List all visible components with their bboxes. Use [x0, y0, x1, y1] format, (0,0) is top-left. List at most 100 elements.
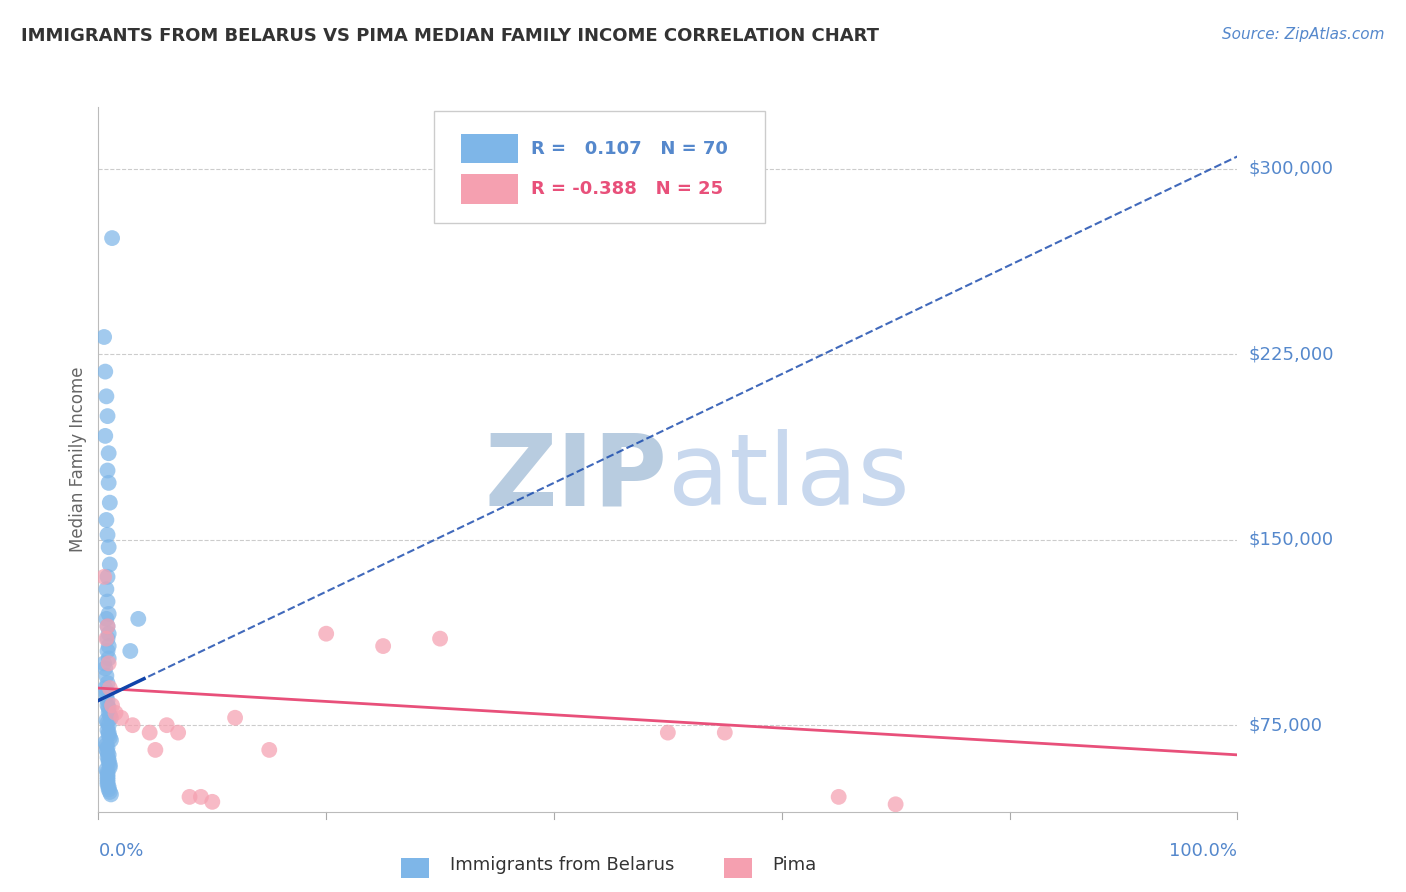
Point [96, 715, 118, 730]
Point [100, 711, 122, 725]
Point [94, 429, 117, 443]
Point [96, 570, 118, 584]
Point [97, 651, 120, 665]
Text: 0.0%: 0.0% [98, 842, 143, 860]
Point [98, 681, 121, 695]
Point [121, 718, 143, 732]
Point [96, 770, 118, 784]
Text: R =   0.107   N = 70: R = 0.107 N = 70 [531, 140, 728, 158]
Text: 100.0%: 100.0% [1170, 842, 1237, 860]
Point [96, 463, 118, 477]
Point [98, 708, 121, 723]
Point [97, 718, 120, 732]
Point [98, 785, 121, 799]
Point [96, 767, 118, 781]
Point [96, 409, 118, 423]
Point [96, 582, 118, 597]
Point [97, 780, 120, 794]
Point [97, 753, 120, 767]
Point [97, 706, 120, 720]
Point [167, 725, 190, 739]
Text: R = -0.388   N = 25: R = -0.388 N = 25 [531, 180, 723, 198]
Point [97, 756, 120, 770]
Point [96, 619, 118, 633]
Text: IMMIGRANTS FROM BELARUS VS PIMA MEDIAN FAMILY INCOME CORRELATION CHART: IMMIGRANTS FROM BELARUS VS PIMA MEDIAN F… [21, 27, 879, 45]
Point [97, 657, 120, 671]
Text: Source: ZipAtlas.com: Source: ZipAtlas.com [1222, 27, 1385, 42]
Point [96, 740, 118, 755]
Point [190, 789, 212, 804]
Point [96, 745, 118, 759]
Point [97, 446, 120, 460]
Text: $300,000: $300,000 [1249, 160, 1333, 178]
Point [100, 733, 122, 747]
Point [96, 528, 118, 542]
Point [93, 657, 115, 671]
Text: $150,000: $150,000 [1249, 531, 1333, 549]
Point [96, 594, 118, 608]
Point [96, 765, 118, 780]
Point [96, 686, 118, 700]
Point [97, 725, 120, 739]
Point [96, 632, 118, 646]
Point [429, 632, 451, 646]
Point [259, 743, 281, 757]
Point [96, 723, 118, 738]
Point [371, 639, 394, 653]
Point [96, 743, 118, 757]
Point [96, 612, 118, 626]
Point [110, 711, 132, 725]
Point [96, 750, 118, 764]
Point [98, 496, 121, 510]
Point [98, 757, 121, 772]
Point [315, 626, 337, 640]
Text: Immigrants from Belarus: Immigrants from Belarus [450, 856, 675, 874]
Point [138, 725, 160, 739]
Point [96, 738, 118, 752]
Y-axis label: Median Family Income: Median Family Income [69, 367, 87, 552]
Point [96, 698, 118, 713]
Bar [461, 174, 517, 203]
Point [224, 711, 246, 725]
FancyBboxPatch shape [434, 111, 765, 223]
Point [97, 701, 120, 715]
Point [97, 747, 120, 762]
Text: $225,000: $225,000 [1249, 345, 1334, 363]
Point [120, 644, 142, 658]
Text: atlas: atlas [668, 429, 910, 526]
Point [96, 644, 118, 658]
Point [96, 689, 118, 703]
Point [97, 540, 120, 554]
Point [97, 607, 120, 621]
Point [96, 676, 118, 690]
Point [101, 698, 124, 713]
Point [96, 763, 118, 777]
Point [828, 789, 851, 804]
Text: ZIP: ZIP [485, 429, 668, 526]
Point [97, 728, 120, 742]
Point [179, 789, 201, 804]
Point [93, 570, 115, 584]
Point [98, 731, 121, 745]
Point [93, 330, 115, 344]
Point [884, 797, 907, 812]
Point [156, 718, 179, 732]
Point [104, 706, 127, 720]
Point [96, 513, 118, 527]
Point [98, 558, 121, 572]
Bar [461, 134, 517, 163]
Point [97, 782, 120, 797]
Point [96, 693, 118, 707]
Point [96, 389, 118, 403]
Point [100, 788, 122, 802]
Point [94, 735, 117, 749]
Point [714, 725, 737, 739]
Point [101, 231, 124, 245]
Point [657, 725, 679, 739]
Point [94, 681, 117, 695]
Point [201, 795, 224, 809]
Point [98, 760, 121, 774]
Point [96, 772, 118, 787]
Text: Pima: Pima [772, 856, 817, 874]
Point [97, 626, 120, 640]
